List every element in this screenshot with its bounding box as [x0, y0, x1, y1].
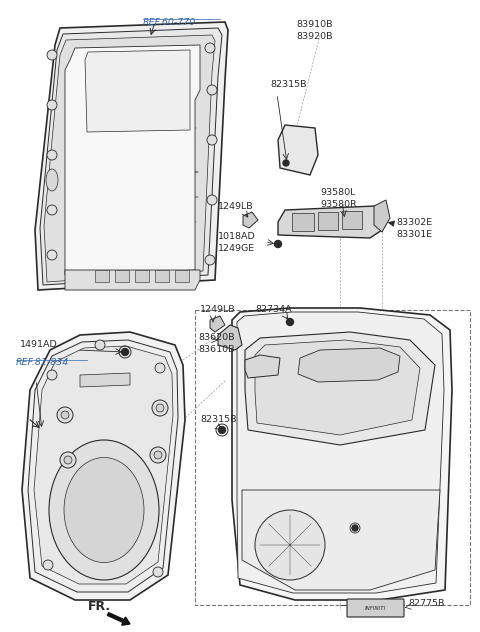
Polygon shape — [65, 45, 200, 275]
Circle shape — [156, 404, 164, 412]
Circle shape — [64, 456, 72, 464]
Bar — [195, 310, 470, 605]
Polygon shape — [242, 490, 440, 590]
Circle shape — [154, 451, 162, 459]
Text: 83910B
83920B: 83910B 83920B — [296, 20, 333, 41]
FancyArrow shape — [108, 612, 130, 625]
Circle shape — [61, 411, 69, 419]
Circle shape — [150, 447, 166, 463]
Polygon shape — [232, 308, 452, 600]
Circle shape — [207, 135, 217, 145]
Polygon shape — [40, 28, 222, 285]
Circle shape — [207, 195, 217, 205]
Polygon shape — [22, 332, 185, 600]
Circle shape — [218, 427, 226, 434]
Polygon shape — [135, 270, 149, 282]
Circle shape — [57, 407, 73, 423]
Polygon shape — [115, 270, 129, 282]
Polygon shape — [44, 35, 215, 282]
Polygon shape — [80, 373, 130, 387]
Circle shape — [47, 100, 57, 110]
Circle shape — [47, 150, 57, 160]
Text: 1491AD: 1491AD — [20, 340, 58, 349]
Text: 1249LB: 1249LB — [200, 305, 236, 314]
Text: 1018AD
1249GE: 1018AD 1249GE — [218, 232, 256, 253]
Text: 83302E
83301E: 83302E 83301E — [396, 218, 432, 239]
Circle shape — [155, 363, 165, 373]
Circle shape — [47, 205, 57, 215]
Circle shape — [60, 452, 76, 468]
Circle shape — [205, 43, 215, 53]
Text: 82315B: 82315B — [270, 80, 307, 89]
Circle shape — [47, 370, 57, 380]
Polygon shape — [292, 213, 314, 231]
Circle shape — [275, 241, 281, 248]
Ellipse shape — [64, 458, 144, 562]
Ellipse shape — [46, 169, 58, 191]
Text: 82775B: 82775B — [408, 599, 444, 607]
Circle shape — [205, 255, 215, 265]
Circle shape — [207, 85, 217, 95]
Text: 82315B: 82315B — [200, 415, 237, 424]
Polygon shape — [218, 325, 242, 350]
Circle shape — [283, 160, 289, 166]
Circle shape — [43, 560, 53, 570]
Polygon shape — [65, 270, 200, 290]
Polygon shape — [34, 346, 173, 584]
Polygon shape — [245, 355, 280, 378]
Text: FR.: FR. — [88, 600, 111, 614]
Polygon shape — [278, 125, 318, 175]
Polygon shape — [85, 50, 190, 132]
Text: 1249LB: 1249LB — [218, 202, 253, 211]
Circle shape — [153, 567, 163, 577]
Circle shape — [352, 525, 358, 531]
Text: REF.81-834: REF.81-834 — [16, 358, 69, 367]
Circle shape — [47, 50, 57, 60]
Circle shape — [152, 400, 168, 416]
Ellipse shape — [255, 510, 325, 580]
Polygon shape — [298, 348, 400, 382]
Circle shape — [121, 348, 129, 355]
Text: 82734A: 82734A — [255, 305, 292, 314]
Polygon shape — [35, 22, 228, 290]
Polygon shape — [245, 332, 435, 445]
Polygon shape — [255, 340, 420, 435]
Polygon shape — [342, 211, 362, 229]
Polygon shape — [175, 270, 189, 282]
Circle shape — [287, 319, 293, 325]
Ellipse shape — [49, 440, 159, 580]
Text: 83620B
83610B: 83620B 83610B — [198, 333, 235, 354]
Text: INFINITI: INFINITI — [364, 605, 385, 611]
Polygon shape — [155, 270, 169, 282]
Text: REF.60-770: REF.60-770 — [143, 18, 196, 27]
Polygon shape — [243, 212, 258, 228]
Polygon shape — [237, 312, 444, 593]
FancyBboxPatch shape — [347, 599, 404, 617]
Polygon shape — [374, 200, 390, 232]
Circle shape — [95, 340, 105, 350]
Polygon shape — [28, 340, 178, 592]
Text: 93580L
93580R: 93580L 93580R — [320, 188, 357, 209]
Circle shape — [47, 250, 57, 260]
Polygon shape — [210, 316, 225, 332]
Polygon shape — [278, 206, 385, 238]
Polygon shape — [95, 270, 109, 282]
Polygon shape — [318, 212, 338, 230]
